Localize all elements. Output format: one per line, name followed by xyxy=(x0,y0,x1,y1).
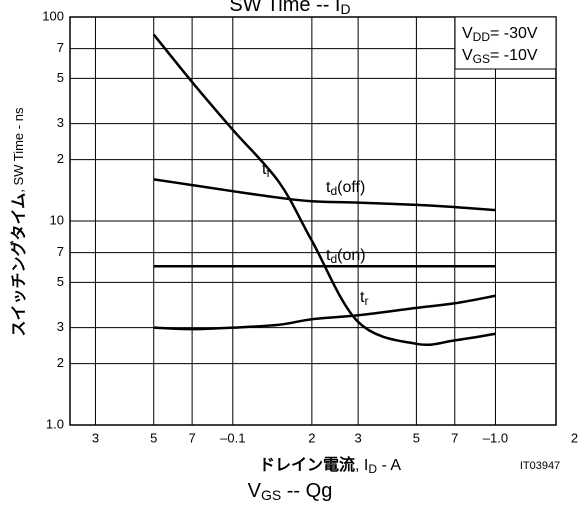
series-label: td(off) xyxy=(326,179,365,198)
series-label-main: t xyxy=(360,289,365,306)
series-line xyxy=(153,294,496,331)
x-tick-label: 5 xyxy=(413,430,420,445)
x-label-en: , I xyxy=(355,457,368,474)
x-label-sub: D xyxy=(368,462,377,476)
x-axis-label: ドレイン電流, ID - A xyxy=(259,455,401,476)
cond-sub: DD xyxy=(473,30,491,44)
y-axis-label: スイッチングタイム, SW Time - ns xyxy=(9,107,28,336)
y-tick-label: 7 xyxy=(57,40,64,55)
series-label: td(on) xyxy=(326,247,366,266)
title-text: SW Time -- I xyxy=(229,0,340,16)
y-label-en: , SW Time - ns xyxy=(11,107,26,193)
x-tick-label: –1.0 xyxy=(483,430,508,445)
subtitle-rest: -- Qg xyxy=(281,480,332,502)
condition: VGS= -10V xyxy=(462,47,538,66)
series-label-main: t xyxy=(262,161,267,178)
series-label: tr xyxy=(360,289,368,308)
series-label-sub: r xyxy=(364,294,368,308)
x-tick-label: 2 xyxy=(308,430,315,445)
y-tick-label: 3 xyxy=(57,115,64,130)
series-line xyxy=(152,33,496,347)
series-label-main: t xyxy=(326,247,331,264)
cond-sub: GS xyxy=(473,52,490,66)
y-tick-label: 5 xyxy=(57,70,64,85)
cond-rest: = -10V xyxy=(490,47,538,64)
series-label-rest: (on) xyxy=(337,247,365,264)
subtitle-text: V xyxy=(248,480,262,502)
series-label-sub: d xyxy=(330,252,337,266)
y-tick-label: 2 xyxy=(57,151,64,166)
y-tick-label: 5 xyxy=(57,274,64,289)
y-tick-label: 100 xyxy=(42,8,64,23)
chart-subtitle: VGS -- Qg xyxy=(248,480,333,502)
series-line xyxy=(153,178,496,212)
y-tick-label: 2 xyxy=(57,355,64,370)
x-tick-label: 7 xyxy=(188,430,195,445)
x-tick-label: 7 xyxy=(451,430,458,445)
subtitle-sub: GS xyxy=(261,487,281,503)
y-tick-label: 3 xyxy=(57,319,64,334)
series-label-sub: d xyxy=(330,184,337,198)
plot-frame xyxy=(69,16,557,426)
y-tick-label: 7 xyxy=(57,244,64,259)
series-label-sub: f xyxy=(266,166,270,180)
chart-title: SW Time -- ID xyxy=(229,0,350,17)
title-sub: D xyxy=(340,1,350,17)
series-label-rest: (off) xyxy=(337,179,365,196)
x-tick-label: –0.1 xyxy=(220,430,245,445)
x-label-jp: ドレイン電流 xyxy=(259,455,355,474)
x-tick-label: 3 xyxy=(92,430,99,445)
y-label-jp: スイッチングタイム xyxy=(9,193,28,337)
cond-main: V xyxy=(462,25,473,42)
condition: VDD= -30V xyxy=(462,25,538,44)
x-tick-label: 5 xyxy=(150,430,157,445)
series-label: tf xyxy=(262,161,270,180)
x-tick-label: 3 xyxy=(355,430,362,445)
grid xyxy=(69,16,557,426)
y-tick-label: 10 xyxy=(50,212,64,227)
cond-main: V xyxy=(462,47,473,64)
condition-box xyxy=(454,16,557,70)
figure-code: IT03947 xyxy=(520,460,560,472)
cond-rest: = -30V xyxy=(490,25,538,42)
x-tick-label: 2 xyxy=(571,430,578,445)
series-label-main: t xyxy=(326,179,331,196)
y-tick-label: 1.0 xyxy=(46,416,64,431)
x-label-unit: - A xyxy=(377,457,401,474)
